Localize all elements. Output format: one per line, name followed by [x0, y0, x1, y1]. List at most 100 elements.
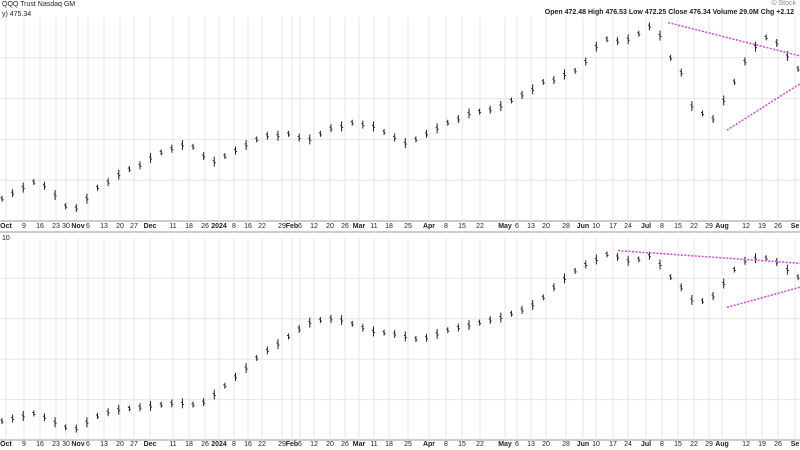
- panel-1-tick-30: 15: [458, 441, 466, 448]
- panel-0-tick-40: 24: [624, 223, 632, 230]
- panel-0-trendline-1: [726, 83, 800, 131]
- close-value: 476.34: [689, 9, 711, 16]
- panel-0-tick-8: 20: [116, 223, 124, 230]
- open-label: Open: [544, 9, 563, 16]
- panel-1-tick-39: 17: [609, 441, 617, 448]
- panel-0-tick-14: 2024: [211, 223, 227, 230]
- panel-0-tick-35: 20: [542, 223, 550, 230]
- panel-1-tick-6: 6: [86, 441, 90, 448]
- low-value: 472.25: [644, 9, 667, 16]
- panel-1-tick-33: 6: [515, 441, 519, 448]
- panel-1-tick-18: 29: [278, 441, 286, 448]
- panel-0-tick-38: 10: [592, 223, 600, 230]
- top-panel-label: y) 475.34: [2, 11, 32, 18]
- panel-1-trendline-0: [617, 249, 800, 264]
- panel-1-tick-43: 15: [674, 441, 682, 448]
- panel-1-tick-35: 20: [542, 441, 550, 448]
- panel-0-tick-0: Oct: [0, 223, 12, 230]
- panel-0-tick-47: 12: [742, 223, 750, 230]
- panel-1-tick-32: May: [498, 441, 512, 448]
- panel-1-tick-45: 29: [705, 441, 713, 448]
- panel-0-tick-24: Mar: [353, 223, 366, 230]
- panel-1-tick-0: Oct: [0, 441, 12, 448]
- panel-0-tick-18: 29: [278, 223, 286, 230]
- quote-line: Open 472.48 High 476.53 Low 472.25 Close…: [545, 9, 794, 16]
- panel-1-tick-1: 9: [22, 441, 26, 448]
- panel-1-tick-13: 26: [201, 441, 209, 448]
- low-label: Low: [628, 9, 643, 16]
- panel-1-tick-37: Jun: [577, 441, 589, 448]
- panel-0-tick-27: 25: [404, 223, 412, 230]
- bottom-panel-label: 10: [2, 235, 10, 242]
- panel-1-tick-2: 16: [36, 441, 44, 448]
- panel-1-tick-22: 20: [326, 441, 334, 448]
- panel-0-tick-23: 26: [341, 223, 349, 230]
- panel-1-tick-21: 12: [310, 441, 318, 448]
- panel-0-tick-5: Nov: [71, 223, 84, 230]
- panel-1-tick-36: 28: [562, 441, 570, 448]
- panel-1-tick-49: 26: [774, 441, 782, 448]
- panel-0-tick-22: 20: [326, 223, 334, 230]
- panel-1-tick-50: Se: [791, 441, 800, 448]
- panel-0-tick-28: Apr: [423, 223, 435, 230]
- panel-1-tick-24: Mar: [353, 441, 366, 448]
- panel-1-tick-27: 25: [404, 441, 412, 448]
- chg-label: Chg: [760, 9, 775, 16]
- panel-1-tick-5: Nov: [71, 441, 84, 448]
- panel-0-tick-7: 13: [100, 223, 108, 230]
- panel-1-tick-10: Dec: [144, 441, 157, 448]
- high-label: High: [587, 9, 604, 16]
- high-value: 476.53: [605, 9, 627, 16]
- panel-0-tick-49: 26: [774, 223, 782, 230]
- logo-text: © Stock: [771, 0, 796, 7]
- panel-0-tick-37: Jun: [577, 223, 589, 230]
- panel-1-tick-44: 22: [690, 441, 698, 448]
- panel-0-tick-17: 22: [258, 223, 266, 230]
- panel-0-tick-11: 11: [169, 223, 176, 230]
- panel-0-tick-9: 27: [130, 223, 138, 230]
- panel-1-tick-34: 13: [527, 441, 535, 448]
- panel-0-tick-15: 8: [232, 223, 236, 230]
- panel-0-tick-36: 28: [562, 223, 570, 230]
- panel-0-tick-12: 18: [185, 223, 193, 230]
- panel-1-tick-3: 23: [52, 441, 60, 448]
- panel-1-tick-15: 8: [232, 441, 236, 448]
- symbol-line: QQQ Trust Nasdaq GM: [2, 1, 76, 8]
- panel-1-tick-23: 26: [341, 441, 349, 448]
- open-value: 472.48: [564, 9, 587, 16]
- volume-label: Volume: [712, 9, 738, 16]
- panel-1-tick-8: 20: [116, 441, 124, 448]
- panel-1-tick-31: 22: [476, 441, 484, 448]
- panel-0-tick-10: Dec: [144, 223, 157, 230]
- panel-1-tick-46: Aug: [715, 441, 729, 448]
- close-label: Close: [668, 9, 688, 16]
- panel-0-tick-30: 15: [458, 223, 466, 230]
- panel-0-tick-42: 8: [660, 223, 664, 230]
- panel-0-tick-3: 23: [52, 223, 60, 230]
- panel-0-tick-2: 16: [36, 223, 44, 230]
- panel-1-tick-20: 6: [298, 441, 302, 448]
- volume-value: 29.0M: [739, 9, 759, 16]
- panel-0-tick-43: 15: [674, 223, 682, 230]
- panel-1-tick-41: Jul: [641, 441, 651, 448]
- panel-0-trendline-0: [667, 21, 800, 57]
- panel-0-tick-41: Jul: [641, 223, 651, 230]
- panel-1-tick-40: 24: [624, 441, 632, 448]
- panel-0-tick-48: 19: [758, 223, 766, 230]
- panel-0-tick-19: Feb: [286, 223, 298, 230]
- panel-1-tick-42: 8: [660, 441, 664, 448]
- panel-0-tick-50: Se: [791, 223, 800, 230]
- panel-1-tick-25: 11: [370, 441, 377, 448]
- panel-1-tick-12: 18: [185, 441, 193, 448]
- panel-0-tick-20: 6: [298, 223, 302, 230]
- panel-1-tick-4: 30: [62, 441, 70, 448]
- panel-0-tick-45: 29: [705, 223, 713, 230]
- panel-0-tick-4: 30: [62, 223, 70, 230]
- panel-1-tick-16: 16: [244, 441, 252, 448]
- panel-0-tick-39: 17: [609, 223, 617, 230]
- panel-0-tick-1: 9: [22, 223, 26, 230]
- panel-1-tick-48: 19: [758, 441, 766, 448]
- panel-0-tick-33: 6: [515, 223, 519, 230]
